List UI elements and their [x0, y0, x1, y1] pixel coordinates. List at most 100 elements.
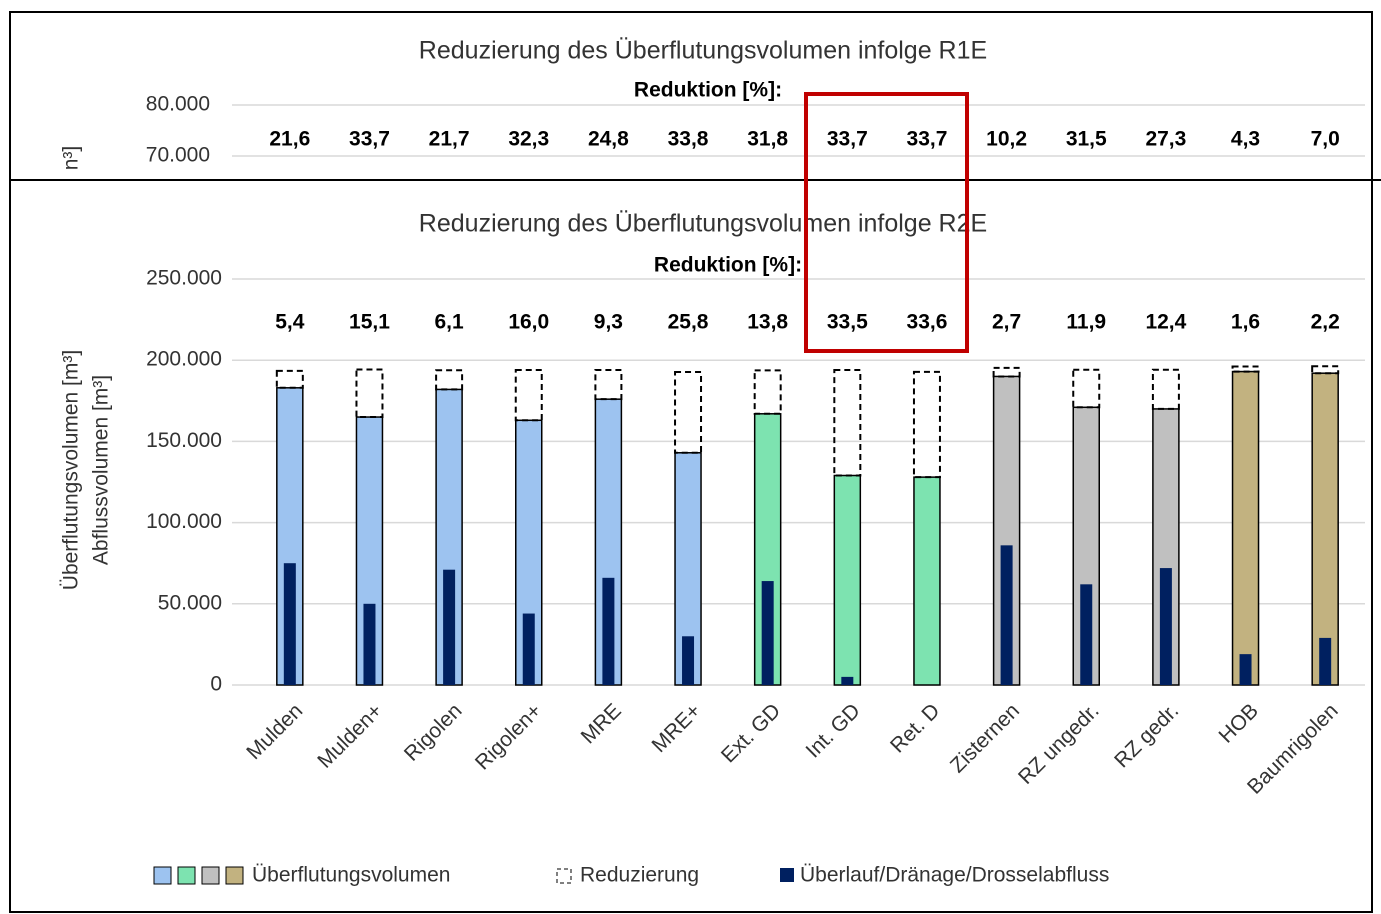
y-tick-label: 250.000: [146, 267, 222, 290]
legend-swatch: [177, 866, 196, 885]
chart-subtitle: Reduktion [%]:: [634, 79, 782, 102]
bar: [1231, 370, 1260, 686]
reduction-bar: [594, 368, 623, 401]
data-label: 7,0: [1311, 128, 1340, 151]
data-label: 6,1: [435, 311, 465, 334]
data-label: 2,2: [1311, 311, 1340, 334]
legend: Überflutungsvolumen Reduzierung Überlauf…: [153, 864, 1109, 887]
overflow-bar: [522, 613, 535, 685]
bar: [913, 476, 941, 686]
data-label: 2,7: [992, 311, 1021, 334]
reduction-bar: [753, 369, 782, 415]
data-label: 1,6: [1231, 311, 1260, 334]
chart-title: Reduzierung des Überflutungsvolumen info…: [419, 210, 987, 238]
overflow-bar: [1239, 654, 1252, 685]
reduction-bar: [833, 368, 862, 477]
chart-subtitle: Reduktion [%]:: [654, 254, 802, 277]
reduction-bar: [1151, 368, 1180, 410]
overflow-bar: [1000, 545, 1013, 685]
data-label: 31,5: [1066, 128, 1107, 151]
data-label: 33,7: [827, 128, 868, 151]
reduction-bar: [992, 366, 1021, 378]
overflow-bar: [682, 636, 695, 685]
y-tick-label: 150.000: [146, 429, 222, 452]
reduction-bar: [912, 370, 941, 479]
highlight-box: [804, 92, 969, 353]
x-tick-label: MRE: [577, 699, 626, 748]
reduction-bar: [674, 371, 703, 454]
y-tick-label: 200.000: [146, 348, 222, 371]
data-label: 16,0: [508, 311, 549, 334]
y-tick-label: 0: [210, 673, 222, 696]
data-label: 33,6: [907, 311, 948, 334]
data-label: 32,3: [508, 128, 549, 151]
data-label: 12,4: [1145, 311, 1186, 334]
overflow-bar: [841, 676, 854, 685]
x-tick-label: RZ ungedr.: [1014, 699, 1104, 789]
overflow-bar: [1319, 637, 1332, 685]
bar: [1311, 372, 1339, 686]
data-label: 33,7: [349, 128, 390, 151]
x-tick-label: Rigolen+: [471, 699, 546, 774]
data-label: 11,9: [1066, 311, 1106, 334]
legend-swatch: [225, 866, 244, 885]
data-label: 21,7: [429, 128, 470, 151]
x-tick-label: MRE+: [648, 699, 706, 757]
reduction-bar: [1072, 368, 1101, 409]
overflow-bar: [602, 577, 615, 685]
overflow-bar: [1080, 584, 1093, 685]
x-tick-label: Mulden: [242, 699, 307, 764]
frame: [9, 11, 1373, 913]
y-tick-label: 80.000: [146, 93, 210, 116]
data-label: 31,8: [747, 128, 788, 151]
data-label: 9,3: [594, 311, 623, 334]
x-tick-label: Zisternen: [946, 699, 1024, 777]
reduction-bar: [435, 369, 464, 391]
data-label: 10,2: [986, 128, 1027, 151]
bar: [833, 474, 862, 686]
data-label: 25,8: [668, 311, 709, 334]
data-label: 33,5: [827, 311, 868, 334]
reduction-bar: [514, 368, 543, 422]
x-tick-label: Mulden+: [313, 699, 387, 773]
overflow-bar: [443, 569, 456, 685]
legend-swatch: [556, 868, 572, 884]
overflow-bar: [1159, 568, 1172, 685]
chart-title: Reduzierung des Überflutungsvolumen info…: [419, 37, 987, 65]
data-label: 15,1: [349, 311, 390, 334]
legend-swatch: [780, 868, 794, 882]
y-axis-label: n³]: [60, 146, 83, 171]
y-axis-label: Abflussvolumen [m³]: [90, 375, 113, 565]
y-axis-label: Überflutungsvolumen [m³]: [60, 350, 83, 590]
data-label: 24,8: [588, 128, 629, 151]
reduction-bar: [1231, 365, 1260, 373]
data-label: 4,3: [1231, 128, 1260, 151]
reduction-bar: [1311, 365, 1340, 375]
reduction-bar: [275, 369, 304, 389]
overflow-bar: [283, 563, 296, 685]
data-label: 27,3: [1145, 128, 1186, 151]
data-label: 13,8: [747, 311, 788, 334]
y-tick-label: 70.000: [146, 144, 210, 167]
data-label: 21,6: [269, 128, 310, 151]
y-tick-label: 50.000: [158, 591, 222, 614]
legend-swatch: [201, 866, 220, 885]
legend-label: Reduzierung: [580, 864, 699, 887]
overflow-bar: [761, 581, 774, 685]
data-label: 33,7: [907, 128, 948, 151]
legend-label: Überlauf/Dränage/Drosselabfluss: [800, 864, 1109, 887]
overflow-bar: [363, 603, 376, 685]
x-tick-label: Int. GD: [801, 699, 864, 762]
legend-label: Überflutungsvolumen: [252, 864, 450, 887]
data-label: 33,8: [668, 128, 709, 151]
x-tick-label: Ret. D: [886, 699, 944, 757]
data-label: 5,4: [275, 311, 305, 334]
legend-swatch: [153, 866, 172, 885]
reduction-bar: [355, 368, 384, 419]
y-tick-label: 100.000: [146, 510, 222, 533]
x-tick-label: HOB: [1215, 699, 1263, 747]
x-tick-label: RZ gedr.: [1110, 699, 1183, 772]
x-tick-label: Rigolen: [400, 699, 467, 766]
x-tick-label: Ext. GD: [717, 699, 785, 767]
